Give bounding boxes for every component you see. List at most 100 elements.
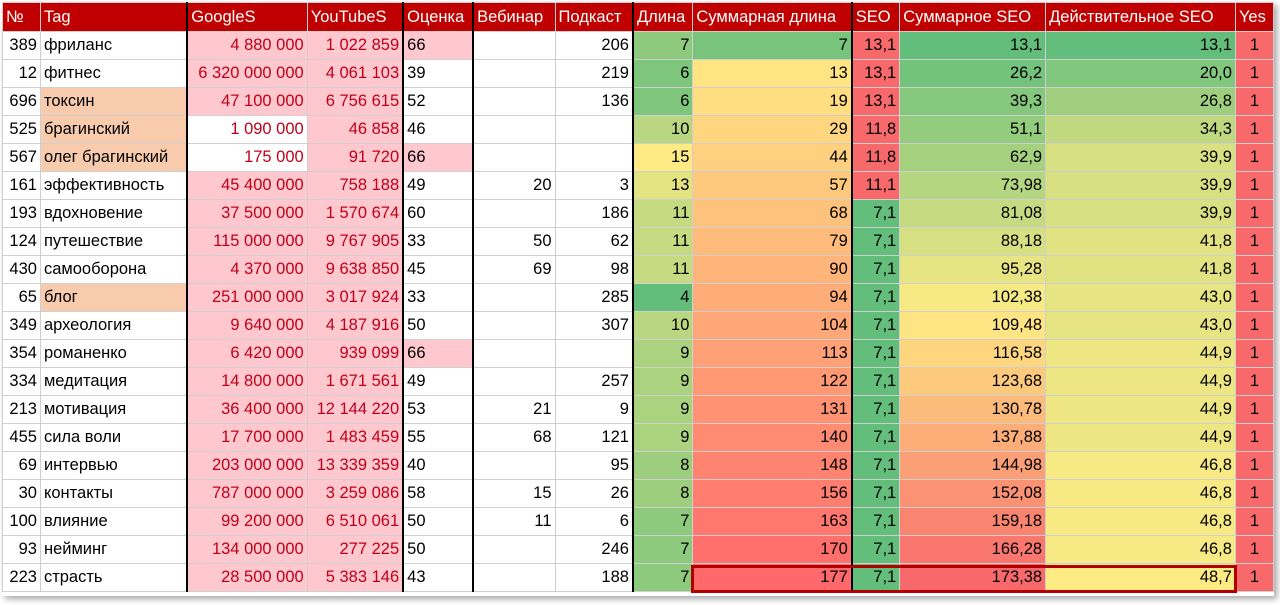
cell-podcast[interactable]: 206	[554, 31, 634, 60]
cell-seo[interactable]: 7,1	[851, 283, 901, 312]
cell-total-length[interactable]: 90	[692, 255, 853, 284]
cell-length[interactable]: 11	[632, 199, 694, 228]
cell-score[interactable]: 40	[402, 451, 475, 480]
cell-tag[interactable]: олег брагинский	[39, 143, 189, 172]
cell-score[interactable]: 66	[402, 339, 475, 368]
cell-total-seo[interactable]: 88,18	[899, 227, 1047, 256]
cell-score[interactable]: 52	[402, 87, 475, 116]
cell-score[interactable]: 66	[402, 31, 475, 60]
cell-no[interactable]: 65	[2, 283, 41, 312]
cell-tag[interactable]: токсин	[39, 87, 189, 116]
cell-podcast[interactable]: 3	[554, 171, 634, 200]
cell-webinar[interactable]	[472, 143, 556, 172]
cell-total-seo[interactable]: 173,38	[899, 563, 1047, 592]
cell-yes[interactable]: 1	[1234, 255, 1275, 284]
cell-real-seo[interactable]: 39,9	[1045, 143, 1236, 172]
cell-youtube[interactable]: 1 483 459	[306, 423, 405, 452]
cell-youtube[interactable]: 4 187 916	[306, 311, 405, 340]
cell-tag[interactable]: романенко	[39, 339, 189, 368]
col-header-total-length[interactable]: Суммарная длина	[692, 2, 853, 32]
cell-score[interactable]: 66	[402, 143, 475, 172]
col-header-length[interactable]: Длина	[632, 2, 694, 32]
cell-real-seo[interactable]: 43,0	[1045, 311, 1236, 340]
cell-webinar[interactable]: 15	[472, 479, 556, 508]
cell-podcast[interactable]	[554, 143, 634, 172]
cell-podcast[interactable]: 9	[554, 395, 634, 424]
cell-total-seo[interactable]: 109,48	[899, 311, 1047, 340]
cell-google[interactable]: 28 500 000	[186, 563, 308, 592]
cell-podcast[interactable]: 285	[554, 283, 634, 312]
cell-google[interactable]: 115 000 000	[186, 227, 308, 256]
cell-podcast[interactable]: 121	[554, 423, 634, 452]
cell-youtube[interactable]: 3 017 924	[306, 283, 405, 312]
cell-youtube[interactable]: 1 022 859	[306, 31, 405, 60]
cell-total-seo[interactable]: 166,28	[899, 535, 1047, 564]
cell-google[interactable]: 4 880 000	[186, 31, 308, 60]
cell-length[interactable]: 10	[632, 311, 694, 340]
cell-seo[interactable]: 7,1	[851, 199, 901, 228]
cell-yes[interactable]: 1	[1234, 143, 1275, 172]
cell-youtube[interactable]: 1 570 674	[306, 199, 405, 228]
col-header-no[interactable]: №	[2, 2, 41, 32]
col-header-score[interactable]: Оценка	[402, 2, 475, 32]
col-header-podcast[interactable]: Подкаст	[554, 2, 634, 32]
cell-score[interactable]: 45	[402, 255, 475, 284]
col-header-webinar[interactable]: Вебинар	[472, 2, 556, 32]
cell-webinar[interactable]	[472, 311, 556, 340]
cell-score[interactable]: 50	[402, 535, 475, 564]
cell-real-seo[interactable]: 43,0	[1045, 283, 1236, 312]
cell-length[interactable]: 9	[632, 367, 694, 396]
cell-total-length[interactable]: 177	[692, 563, 853, 592]
cell-no[interactable]: 30	[2, 479, 41, 508]
cell-no[interactable]: 354	[2, 339, 41, 368]
cell-google[interactable]: 45 400 000	[186, 171, 308, 200]
cell-tag[interactable]: археология	[39, 311, 189, 340]
cell-length[interactable]: 7	[632, 563, 694, 592]
cell-podcast[interactable]: 136	[554, 87, 634, 116]
cell-total-seo[interactable]: 95,28	[899, 255, 1047, 284]
cell-total-length[interactable]: 148	[692, 451, 853, 480]
cell-webinar[interactable]	[472, 115, 556, 144]
cell-youtube[interactable]: 4 061 103	[306, 59, 405, 88]
cell-seo[interactable]: 7,1	[851, 367, 901, 396]
cell-youtube[interactable]: 91 720	[306, 143, 405, 172]
cell-google[interactable]: 9 640 000	[186, 311, 308, 340]
cell-podcast[interactable]: 26	[554, 479, 634, 508]
cell-no[interactable]: 525	[2, 115, 41, 144]
cell-yes[interactable]: 1	[1234, 423, 1275, 452]
cell-no[interactable]: 455	[2, 423, 41, 452]
cell-length[interactable]: 13	[632, 171, 694, 200]
cell-google[interactable]: 4 370 000	[186, 255, 308, 284]
cell-score[interactable]: 50	[402, 311, 475, 340]
cell-total-seo[interactable]: 62,9	[899, 143, 1047, 172]
cell-youtube[interactable]: 9 767 905	[306, 227, 405, 256]
cell-total-length[interactable]: 44	[692, 143, 853, 172]
cell-google[interactable]: 99 200 000	[186, 507, 308, 536]
cell-yes[interactable]: 1	[1234, 227, 1275, 256]
cell-google[interactable]: 47 100 000	[186, 87, 308, 116]
cell-seo[interactable]: 7,1	[851, 479, 901, 508]
cell-real-seo[interactable]: 44,9	[1045, 423, 1236, 452]
cell-google[interactable]: 36 400 000	[186, 395, 308, 424]
cell-tag[interactable]: влияние	[39, 507, 189, 536]
cell-total-length[interactable]: 94	[692, 283, 853, 312]
cell-yes[interactable]: 1	[1234, 87, 1275, 116]
col-header-total-seo[interactable]: Суммарное SEO	[899, 2, 1047, 32]
cell-total-length[interactable]: 170	[692, 535, 853, 564]
cell-google[interactable]: 17 700 000	[186, 423, 308, 452]
cell-length[interactable]: 9	[632, 423, 694, 452]
cell-tag[interactable]: нейминг	[39, 535, 189, 564]
cell-no[interactable]: 69	[2, 451, 41, 480]
cell-podcast[interactable]: 307	[554, 311, 634, 340]
cell-total-seo[interactable]: 51,1	[899, 115, 1047, 144]
cell-no[interactable]: 430	[2, 255, 41, 284]
cell-total-length[interactable]: 140	[692, 423, 853, 452]
cell-webinar[interactable]: 11	[472, 507, 556, 536]
cell-tag[interactable]: медитация	[39, 367, 189, 396]
cell-length[interactable]: 4	[632, 283, 694, 312]
cell-no[interactable]: 349	[2, 311, 41, 340]
cell-google[interactable]: 37 500 000	[186, 199, 308, 228]
cell-total-length[interactable]: 104	[692, 311, 853, 340]
cell-google[interactable]: 251 000 000	[186, 283, 308, 312]
cell-total-length[interactable]: 19	[692, 87, 853, 116]
